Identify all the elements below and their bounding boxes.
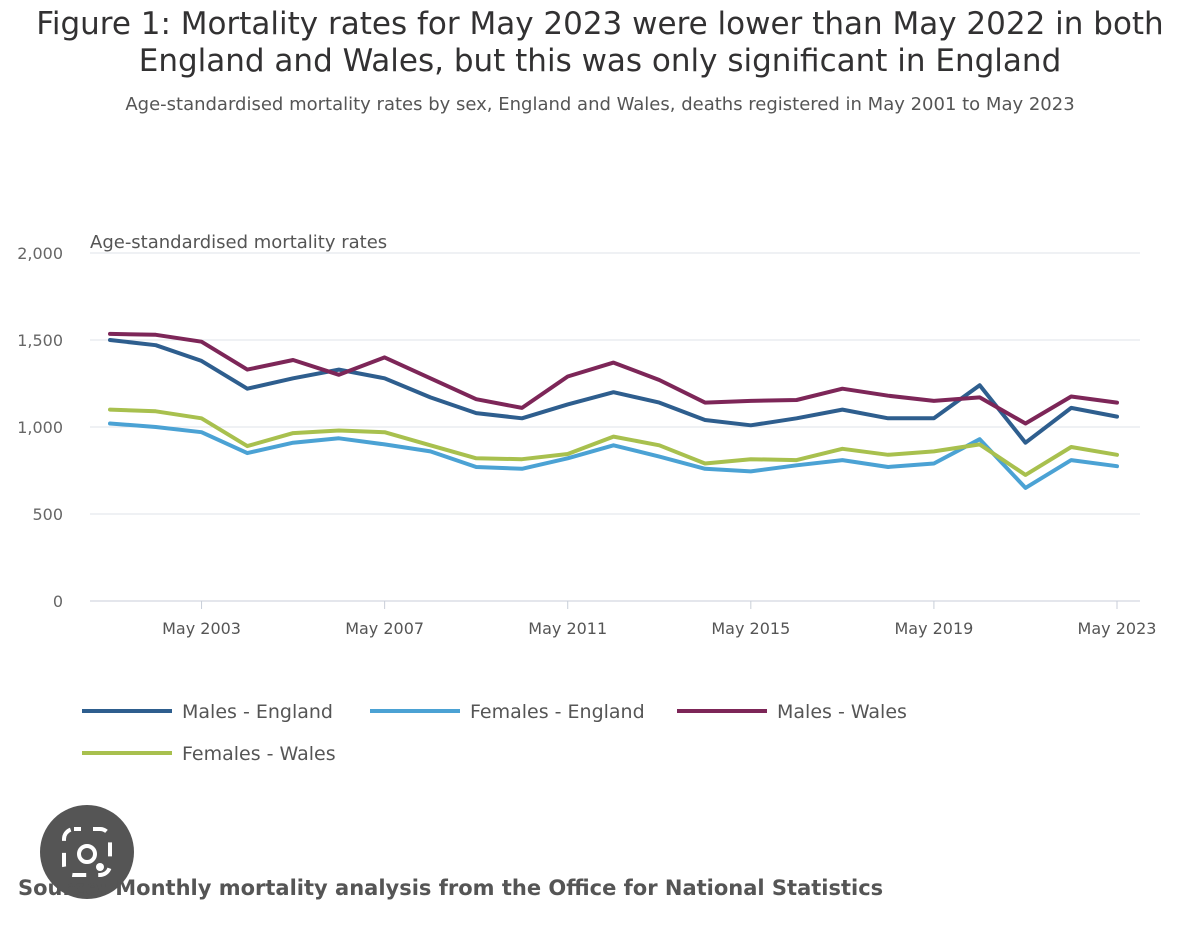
legend-label: Females - England xyxy=(470,701,645,723)
series-line-males-wales xyxy=(108,331,1119,426)
source-note: Source: Monthly mortality analysis from … xyxy=(18,876,884,900)
x-tick-label: May 2015 xyxy=(711,619,790,638)
series-line-females-wales xyxy=(108,407,1119,477)
x-axis: May 2003 May 2007 May 2011 May 2015 May 2019… xyxy=(90,600,1157,638)
x-tick-label: May 2023 xyxy=(1078,619,1157,638)
x-tick-label: May 2011 xyxy=(528,619,607,638)
chart-title-line-1: Figure 1: Mortality rates for May 2023 w… xyxy=(36,6,1164,42)
legend-item[interactable]: Males - Wales xyxy=(677,701,907,723)
y-axis-label: Age-standardised mortality rates xyxy=(90,232,387,253)
y-tick-label: 500 xyxy=(32,505,63,524)
series-line-females-england xyxy=(108,421,1119,490)
y-tick-label: 1,500 xyxy=(17,331,63,350)
x-tick-label: May 2019 xyxy=(894,619,973,638)
legend: Males - England Females - England Males - … xyxy=(82,701,907,765)
y-tick-label: 2,000 xyxy=(17,244,63,263)
legend-item[interactable]: Females - Wales xyxy=(82,743,336,765)
legend-item[interactable]: Males - England xyxy=(82,701,333,723)
series-lines xyxy=(108,331,1119,490)
legend-label: Males - England xyxy=(182,701,333,723)
line-chart: 0 500 1,000 1,500 2,000 Age-standardised mor… xyxy=(17,232,1157,765)
y-axis-ticks: 0 500 1,000 1,500 2,000 xyxy=(17,244,63,611)
legend-label: Females - Wales xyxy=(182,743,336,765)
chart-subtitle: Age-standardised mortality rates by sex,… xyxy=(125,94,1075,115)
chart-title: Figure 1: Mortality rates for May 2023 w… xyxy=(0,6,1200,80)
chart-title-line-2: England and Wales, but this was only sig… xyxy=(138,43,1062,79)
camera-search-icon xyxy=(62,827,112,877)
gridlines xyxy=(90,252,1140,515)
lens-overlay-button[interactable] xyxy=(40,805,134,899)
x-tick-label: May 2003 xyxy=(162,619,241,638)
y-tick-label: 0 xyxy=(53,592,63,611)
series-line-males-england xyxy=(108,338,1119,445)
y-tick-label: 1,000 xyxy=(17,418,63,437)
legend-label: Males - Wales xyxy=(777,701,907,723)
x-tick-label: May 2007 xyxy=(345,619,424,638)
legend-item[interactable]: Females - England xyxy=(370,701,645,723)
